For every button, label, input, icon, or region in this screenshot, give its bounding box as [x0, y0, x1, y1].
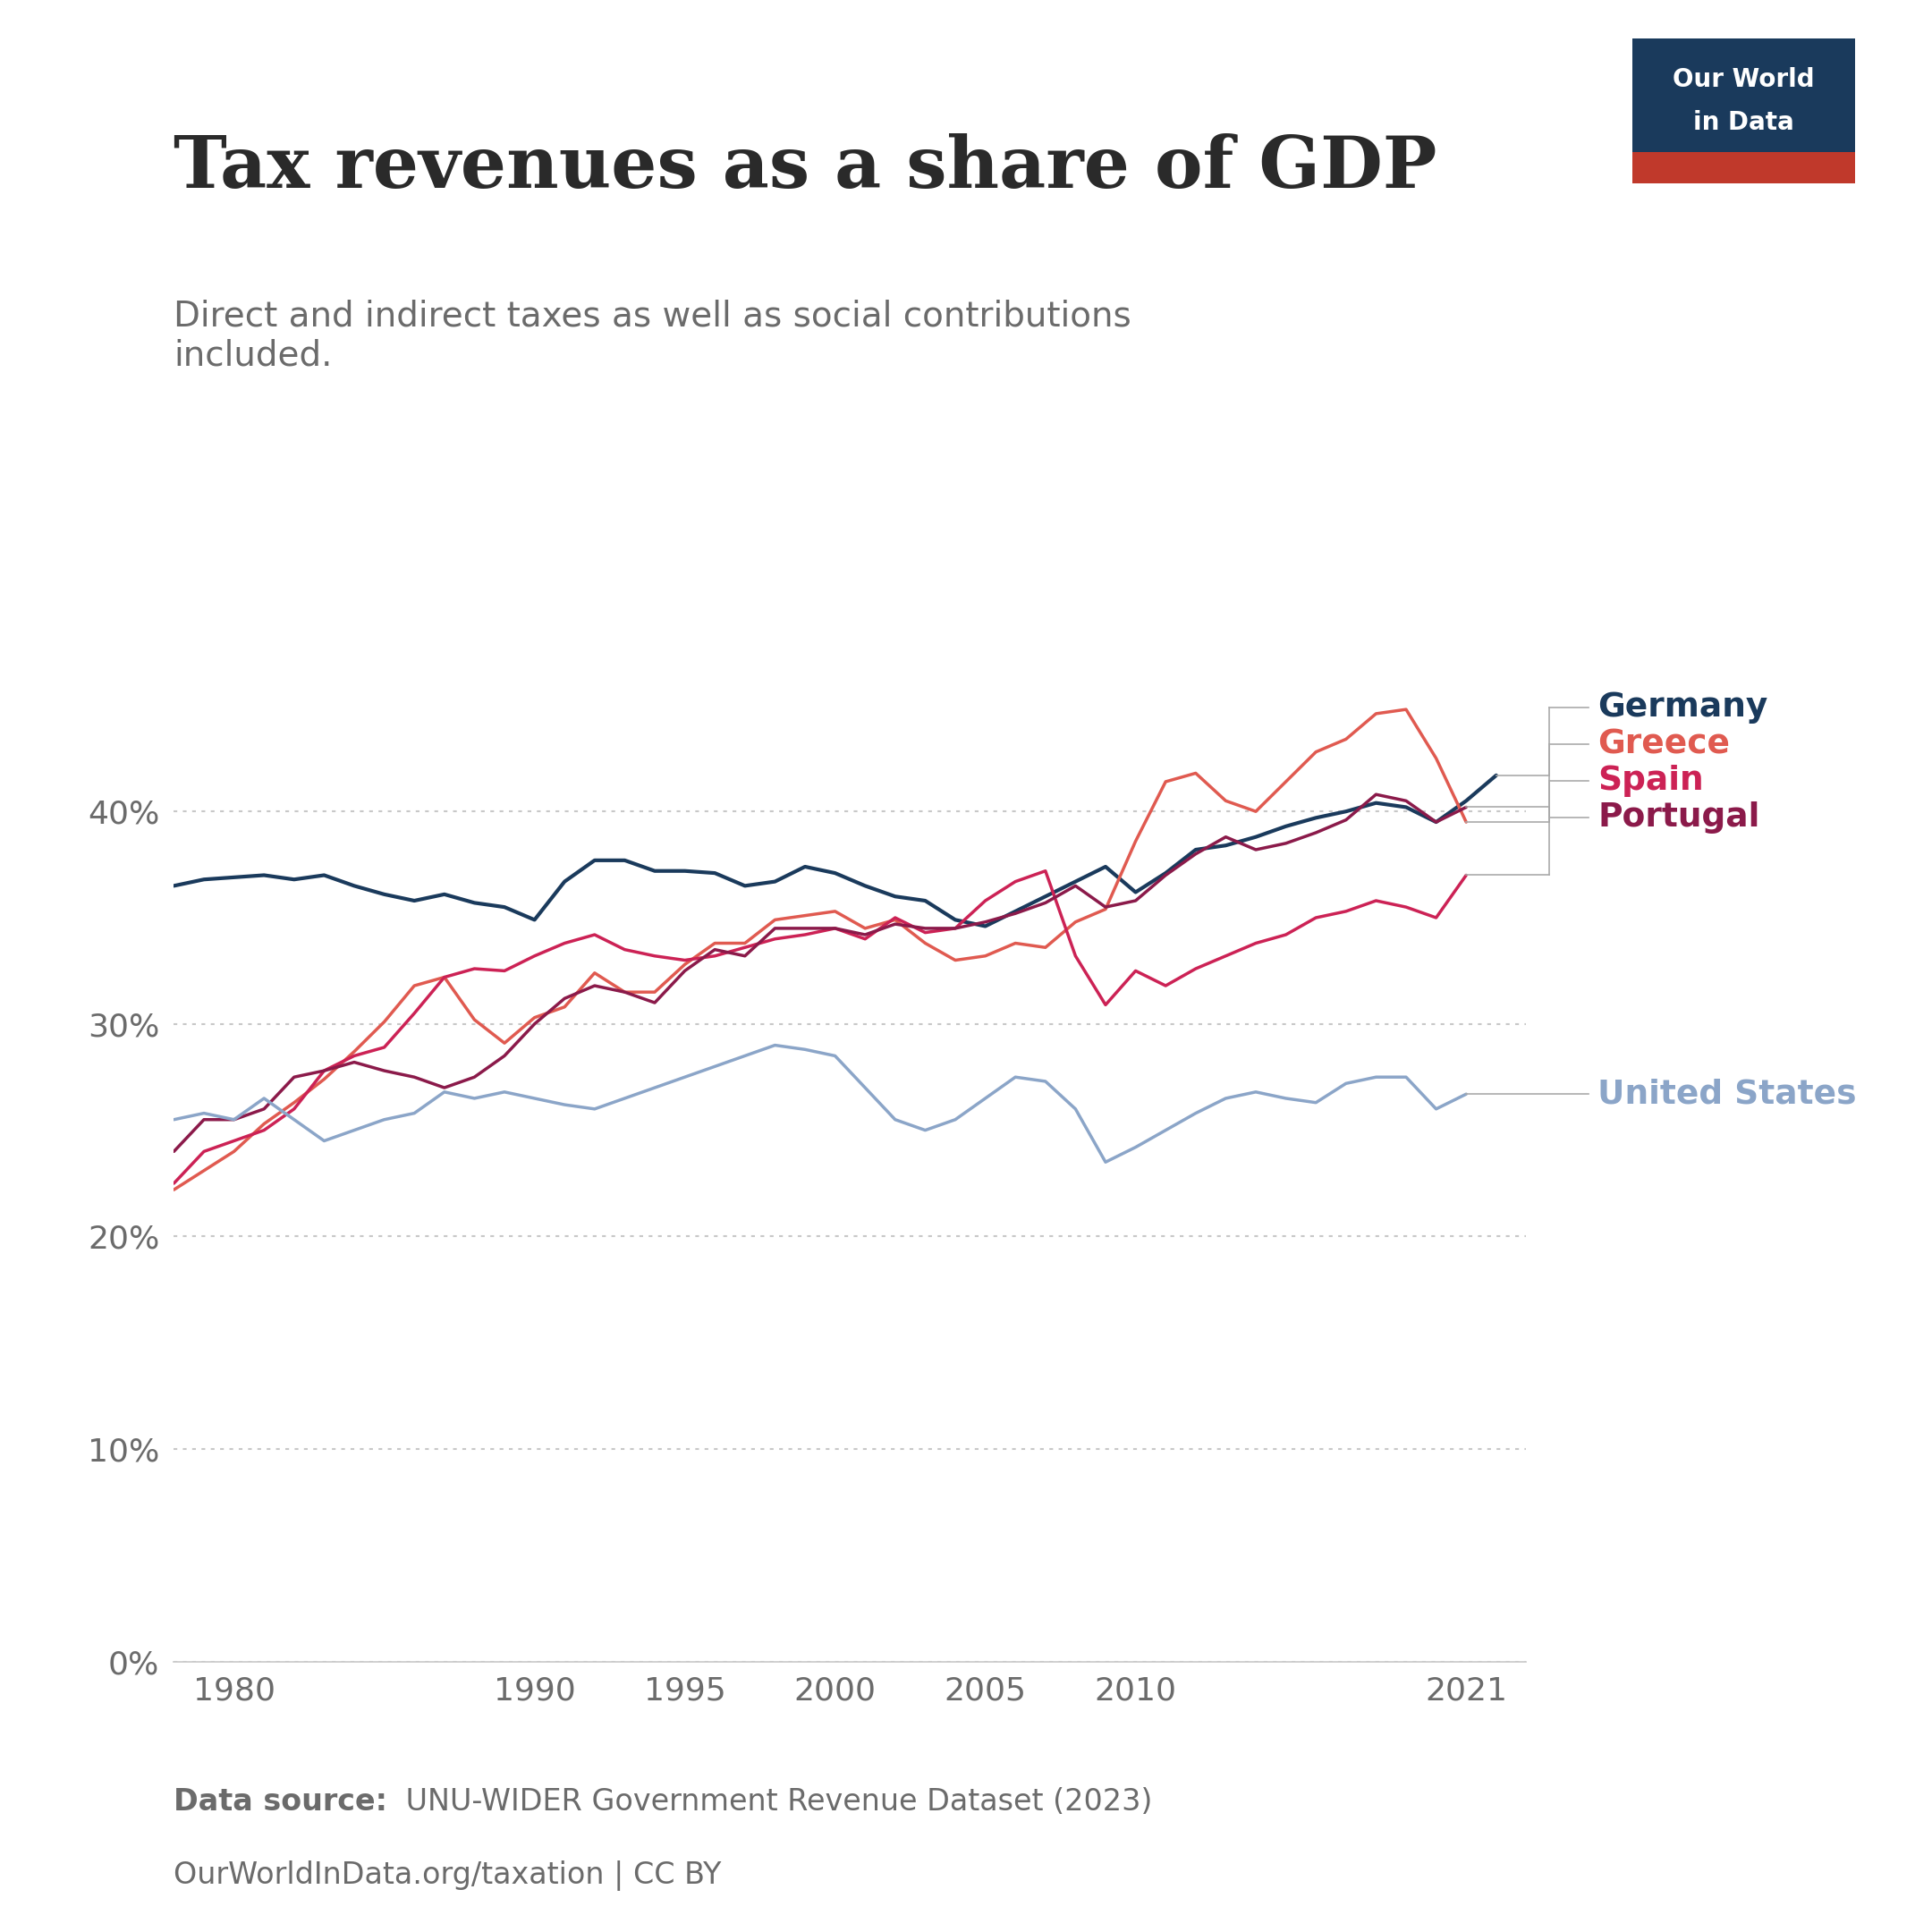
Text: Data source:: Data source:: [174, 1787, 388, 1816]
Text: in Data: in Data: [1692, 110, 1795, 135]
Text: Our World: Our World: [1673, 68, 1814, 91]
Text: Spain: Spain: [1598, 765, 1704, 798]
Bar: [1633, 39, 1855, 151]
Text: UNU-WIDER Government Revenue Dataset (2023): UNU-WIDER Government Revenue Dataset (20…: [396, 1787, 1151, 1816]
Text: United States: United States: [1598, 1078, 1857, 1111]
Text: Germany: Germany: [1598, 692, 1768, 724]
Text: Portugal: Portugal: [1598, 802, 1760, 835]
Text: OurWorldInData.org/taxation | CC BY: OurWorldInData.org/taxation | CC BY: [174, 1861, 723, 1891]
Bar: [1633, 151, 1855, 184]
Text: Direct and indirect taxes as well as social contributions
included.: Direct and indirect taxes as well as soc…: [174, 299, 1132, 373]
Text: Greece: Greece: [1598, 728, 1731, 761]
Text: Tax revenues as a share of GDP: Tax revenues as a share of GDP: [174, 133, 1437, 203]
